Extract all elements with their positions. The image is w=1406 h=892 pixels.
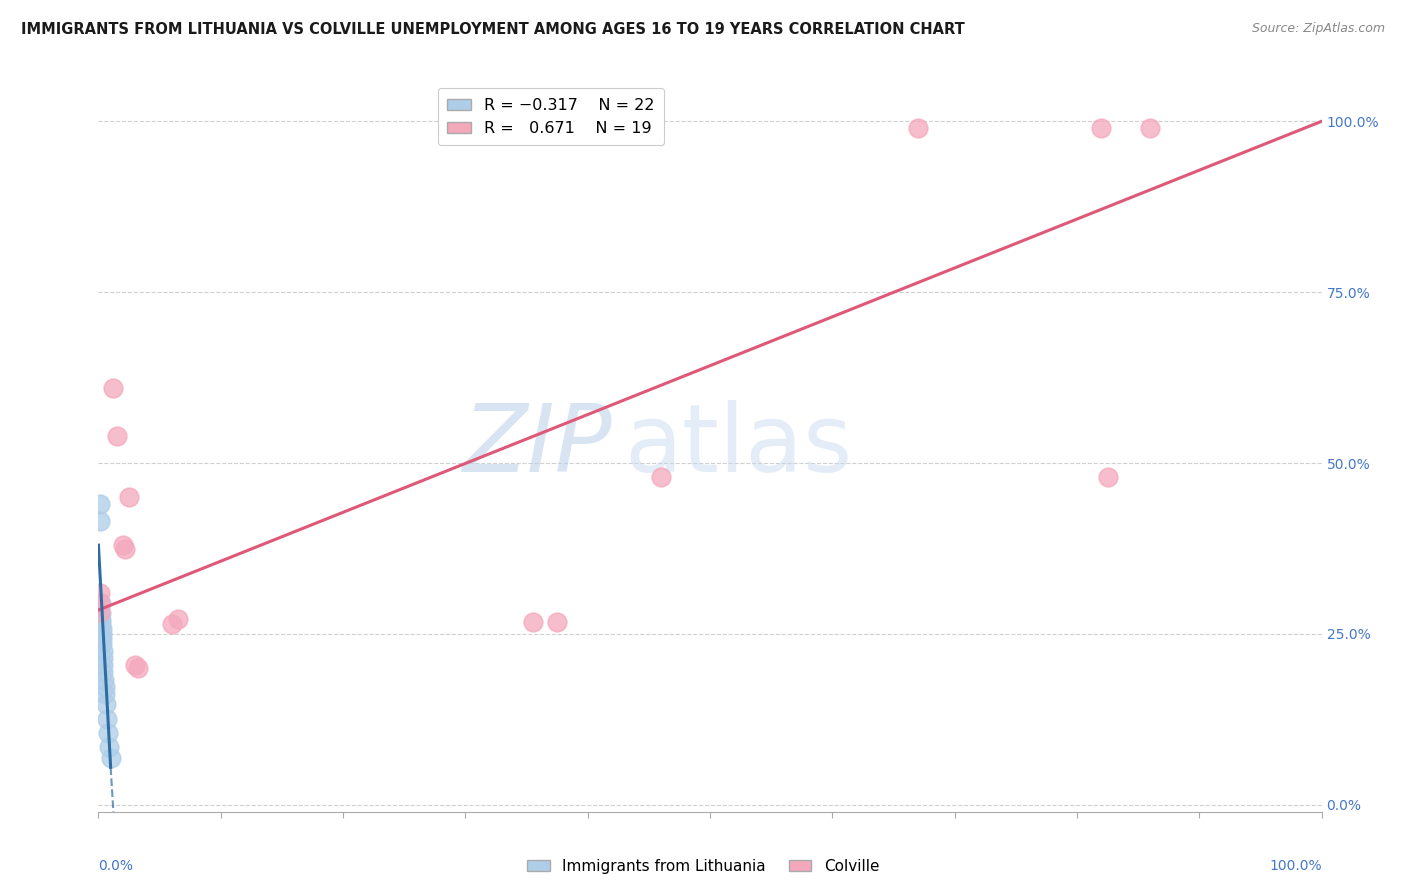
Point xyxy=(522,615,544,629)
Point xyxy=(93,673,115,687)
Point xyxy=(90,596,112,610)
Text: IMMIGRANTS FROM LITHUANIA VS COLVILLE UNEMPLOYMENT AMONG AGES 16 TO 19 YEARS COR: IMMIGRANTS FROM LITHUANIA VS COLVILLE UN… xyxy=(21,22,965,37)
Point xyxy=(89,605,111,619)
Legend: R = −0.317    N = 22, R =   0.671    N = 19: R = −0.317 N = 22, R = 0.671 N = 19 xyxy=(437,88,664,145)
Text: atlas: atlas xyxy=(624,400,852,492)
Point xyxy=(97,726,120,740)
Point xyxy=(160,616,183,631)
Point xyxy=(124,657,146,672)
Point xyxy=(127,661,149,675)
Point xyxy=(90,616,112,631)
Point xyxy=(114,541,136,556)
Text: ZIP: ZIP xyxy=(463,401,612,491)
Point xyxy=(89,586,111,600)
Point xyxy=(90,607,112,621)
Point xyxy=(907,121,929,136)
Point xyxy=(91,622,114,636)
Point xyxy=(91,632,114,647)
Point xyxy=(105,429,128,443)
Text: 100.0%: 100.0% xyxy=(1270,859,1322,873)
Point xyxy=(1090,121,1112,136)
Point xyxy=(89,596,111,610)
Point xyxy=(91,651,114,665)
Point xyxy=(111,538,134,552)
Point xyxy=(167,612,190,626)
Point xyxy=(650,469,672,483)
Point xyxy=(100,751,122,765)
Point xyxy=(90,613,112,627)
Text: 0.0%: 0.0% xyxy=(98,859,134,873)
Point xyxy=(91,657,114,672)
Point xyxy=(101,381,124,395)
Point xyxy=(91,637,114,651)
Point xyxy=(93,681,115,695)
Point xyxy=(91,627,114,641)
Text: Source: ZipAtlas.com: Source: ZipAtlas.com xyxy=(1251,22,1385,36)
Point xyxy=(98,739,121,754)
Point xyxy=(89,497,111,511)
Point xyxy=(96,713,118,727)
Point xyxy=(93,687,115,701)
Point xyxy=(1097,469,1119,483)
Point xyxy=(91,644,114,658)
Point xyxy=(91,665,114,679)
Point xyxy=(1139,121,1161,136)
Point xyxy=(89,514,111,528)
Point xyxy=(94,697,117,711)
Point xyxy=(546,615,568,629)
Legend: Immigrants from Lithuania, Colville: Immigrants from Lithuania, Colville xyxy=(520,853,886,880)
Point xyxy=(118,490,141,504)
